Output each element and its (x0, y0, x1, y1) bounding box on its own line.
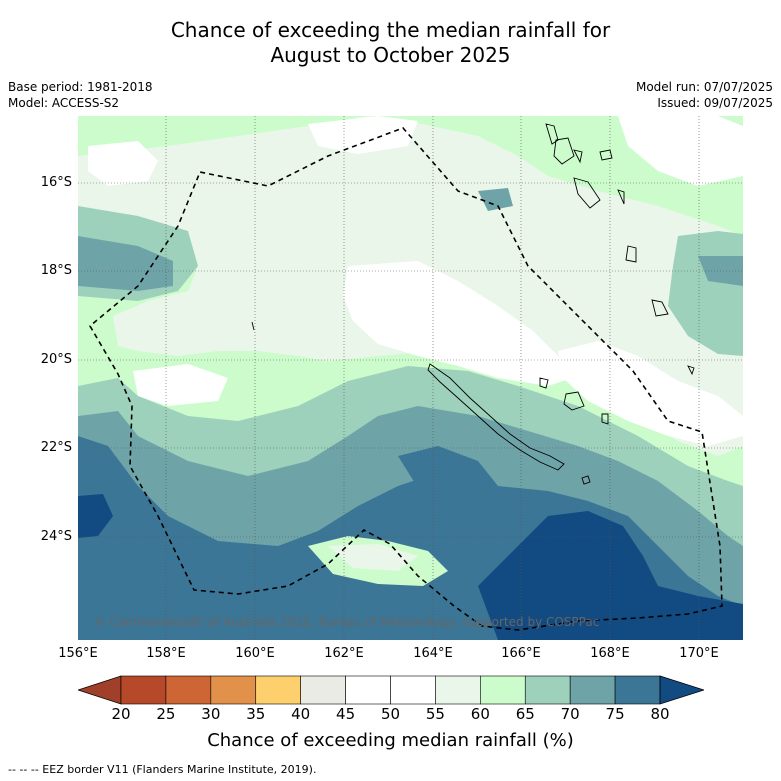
lon-label-162e: 162°E (324, 646, 364, 661)
colorbar-tick-label: 65 (515, 705, 535, 723)
contour-above-80-south (478, 511, 743, 640)
contour-55-60-south (328, 544, 418, 571)
lat-label-16s: 16°S (40, 175, 72, 190)
colorbar-segment (614, 675, 661, 705)
map-title: Chance of exceeding the median rainfall … (0, 18, 781, 68)
colorbar (78, 675, 704, 705)
colorbar-tick-label: 25 (156, 705, 176, 723)
colorbar-tick-label: 60 (470, 705, 490, 723)
colorbar-segment (390, 675, 436, 705)
lon-label-164e: 164°E (413, 646, 453, 661)
colorbar-segment (435, 675, 481, 705)
colorbar-segment (524, 675, 571, 705)
colorbar-tick-label: 40 (291, 705, 311, 723)
colorbar-tick-label: 70 (560, 705, 580, 723)
issued-date: Issued: 09/07/2025 (657, 96, 773, 110)
model-run: Model run: 07/07/2025 (635, 80, 773, 94)
contour-above-80-west (78, 494, 113, 538)
colorbar-segment (345, 675, 391, 705)
lat-label-22s: 22°S (40, 440, 72, 455)
lat-label-18s: 18°S (40, 263, 72, 278)
small-islands (251, 321, 695, 485)
colorbar-segment (120, 675, 167, 705)
contour-white-centre (343, 261, 578, 386)
lon-label-166e: 166°E (501, 646, 541, 661)
vanuatu-islands (545, 123, 669, 317)
colorbar-segment (300, 675, 346, 705)
eez-footnote: -- -- -- EEZ border V11 (Flanders Marine… (8, 763, 317, 776)
colorbar-tick-label: 30 (201, 705, 221, 723)
lat-label-20s: 20°S (40, 352, 72, 367)
colorbar-tick-label: 55 (425, 705, 445, 723)
colorbar-tick-label: 50 (380, 705, 401, 723)
model-name: Model: ACCESS-S2 (8, 96, 120, 110)
contour-white-west (133, 364, 228, 406)
contour-75-80-central (398, 446, 498, 496)
lon-label-170e: 170°E (679, 646, 719, 661)
lon-label-158e: 158°E (146, 646, 186, 661)
contour-white-northwest (88, 141, 158, 186)
copyright-notice: © Commonwealth of Australia 2025, Bureau… (94, 615, 599, 629)
base-period: Base period: 1981-2018 (8, 80, 153, 94)
loyalty-islands (539, 377, 585, 411)
new-caledonia-island (427, 363, 565, 471)
colorbar-over-triangle (659, 675, 704, 705)
meta-left: Base period: 1981-2018 Model: ACCESS-S2 (8, 79, 153, 111)
lat-label-24s: 24°S (40, 529, 72, 544)
lon-label-156e: 156°E (58, 646, 98, 661)
lon-label-168e: 168°E (590, 646, 630, 661)
colorbar-segment (210, 675, 257, 705)
colorbar-tick-label: 80 (650, 705, 670, 723)
colorbar-segment (569, 675, 616, 705)
gridlines (78, 116, 743, 640)
contour-white-east (558, 341, 743, 446)
contour-70-75-north (478, 188, 513, 211)
colorbar-segment (165, 675, 212, 705)
colorbar-tick-label: 20 (111, 705, 131, 723)
colorbar-tick-label: 45 (336, 705, 356, 723)
contour-white-north (308, 116, 418, 154)
meta-right: Model run: 07/07/2025 Issued: 09/07/2025 (636, 79, 773, 111)
lon-label-160e: 160°E (235, 646, 275, 661)
contour-white-northeast (618, 116, 743, 186)
colorbar-tick-label: 35 (246, 705, 266, 723)
contour-70-75-west (78, 236, 173, 291)
title-line-2: August to October 2025 (270, 43, 511, 67)
colorbar-under-triangle (78, 675, 122, 705)
colorbar-segments (120, 675, 661, 705)
landmasses (251, 123, 695, 485)
colorbar-segment (255, 675, 301, 705)
colorbar-segment (480, 675, 526, 705)
title-line-1: Chance of exceeding the median rainfall … (170, 18, 611, 42)
colorbar-tick-label: 75 (605, 705, 625, 723)
colorbar-title: Chance of exceeding median rainfall (%) (207, 730, 574, 751)
rainfall-map: © Commonwealth of Australia 2025, Bureau… (78, 116, 743, 640)
